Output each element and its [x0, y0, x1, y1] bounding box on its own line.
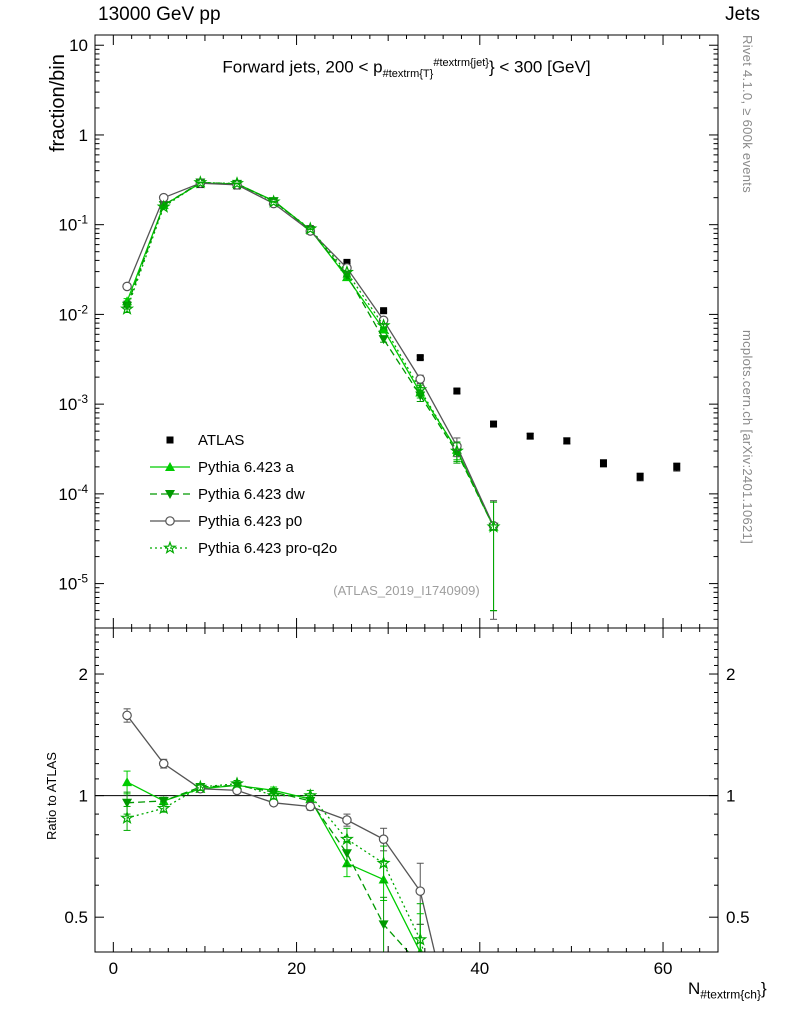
axis-ticks: [95, 35, 718, 952]
svg-text:0.5: 0.5: [726, 908, 750, 927]
x-axis-title-main: N: [688, 979, 701, 998]
ratio-y-axis-title: Ratio to ATLAS: [44, 752, 59, 840]
svg-text:10-4: 10-4: [58, 482, 88, 504]
svg-text:10-1: 10-1: [58, 213, 88, 235]
legend-item-3: Pythia 6.423 p0: [150, 513, 302, 530]
svg-text:1: 1: [79, 126, 88, 145]
svg-text:ATLAS: ATLAS: [198, 432, 244, 449]
svg-text:Pythia 6.423 dw: Pythia 6.423 dw: [198, 486, 305, 503]
plot-title-sup: #textrm{jet}: [433, 57, 489, 69]
svg-text:10-2: 10-2: [58, 302, 88, 324]
svg-text:10-5: 10-5: [58, 572, 88, 594]
svg-text:10: 10: [69, 36, 88, 55]
series-pythia-6-423-dw: [122, 781, 424, 952]
svg-text:1: 1: [79, 787, 88, 806]
legend-item-4: Pythia 6.423 pro-q2o: [150, 540, 337, 557]
svg-text:2: 2: [726, 665, 735, 684]
main-y-axis-title: fraction/bin: [47, 54, 69, 152]
x-axis-title-sub: #textrm{ch}: [700, 987, 761, 1002]
legend-item-0: ATLAS: [166, 432, 244, 449]
header-analysis-group: Jets: [725, 4, 760, 25]
main-series-layer: [120, 175, 681, 620]
plot-title-pre: Forward jets, 200 < p: [222, 57, 383, 77]
svg-text:0.5: 0.5: [64, 908, 88, 927]
svg-text:10-3: 10-3: [58, 392, 88, 414]
series-pythia-6-423-a: [122, 770, 424, 952]
x-axis-title-post: }: [760, 979, 767, 998]
series-pythia-6-423-pro-q2o: [120, 776, 428, 952]
svg-text:20: 20: [287, 959, 306, 978]
mcplots-reference-note: mcplots.cern.ch [arXiv:2401.10621]: [740, 330, 755, 544]
svg-text:Pythia 6.423 p0: Pythia 6.423 p0: [198, 513, 302, 530]
ratio-series-layer: [120, 708, 436, 952]
svg-text:40: 40: [470, 959, 489, 978]
plot-title-sub: #textrm{T}: [382, 68, 434, 81]
legend: ATLAS Pythia 6.423 a Pythia 6.423 dw Pythia…: [150, 432, 337, 557]
legend-item-1: Pythia 6.423 a: [150, 459, 295, 476]
series-pythia-6-423-pro-q2o: [120, 175, 501, 612]
plot-title-post: } < 300 [GeV]: [488, 57, 591, 77]
plot-title: Forward jets, 200 < p#textrm{T}#textrm{j…: [95, 57, 718, 80]
svg-text:1: 1: [726, 787, 735, 806]
svg-text:60: 60: [654, 959, 673, 978]
svg-text:2: 2: [79, 665, 88, 684]
svg-text:Pythia 6.423 a: Pythia 6.423 a: [198, 459, 295, 476]
legend-item-2: Pythia 6.423 dw: [150, 486, 305, 503]
svg-text:Pythia 6.423 pro-q2o: Pythia 6.423 pro-q2o: [198, 540, 337, 557]
x-axis-title: N#textrm{ch}}: [688, 979, 767, 1001]
analysis-id-watermark: (ATLAS_2019_I1740909): [333, 583, 480, 598]
svg-text:0: 0: [109, 959, 118, 978]
rivet-version-note: Rivet 4.1.0, ≥ 600k events: [740, 35, 755, 194]
header-beam-energy: 13000 GeV pp: [98, 4, 221, 25]
